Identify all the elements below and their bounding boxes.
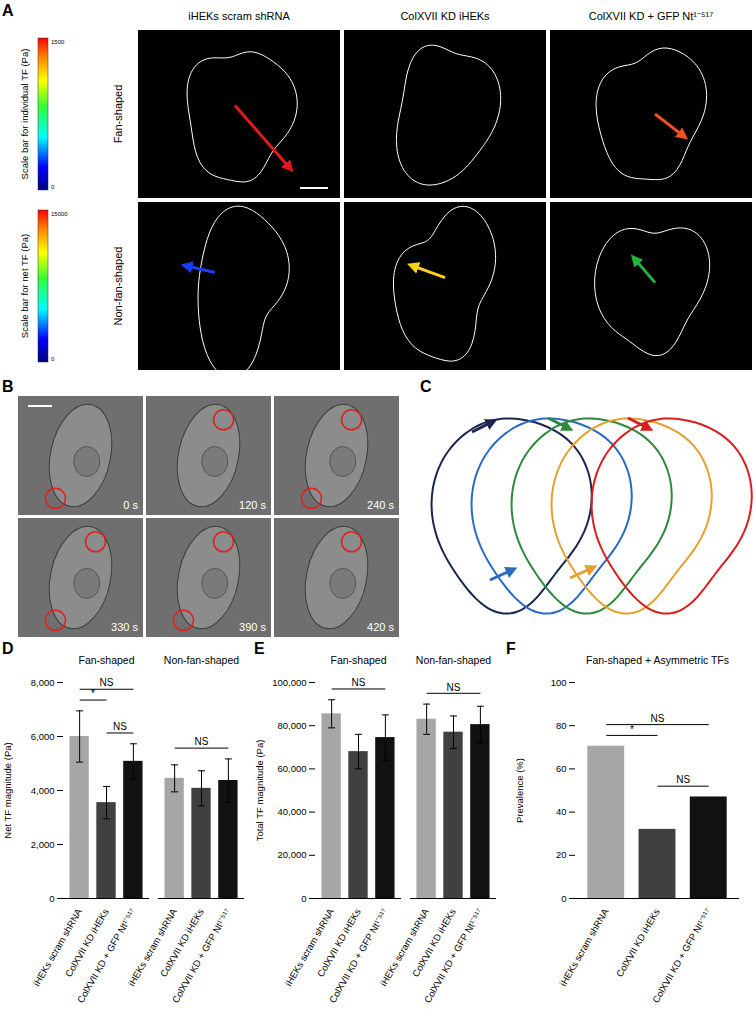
svg-text:80,000: 80,000: [277, 720, 306, 731]
svg-text:NS: NS: [447, 682, 461, 693]
svg-text:ColXVII KD iHEKs: ColXVII KD iHEKs: [314, 906, 363, 979]
svg-text:330 s: 330 s: [111, 621, 138, 633]
svg-text:Non-fan-shaped: Non-fan-shaped: [416, 654, 491, 666]
svg-text:240 s: 240 s: [367, 499, 394, 511]
svg-text:ColXVII KD iHEKs: ColXVII KD iHEKs: [409, 906, 458, 979]
html-text:F: F: [506, 640, 516, 657]
svg-text:60,000: 60,000: [277, 763, 306, 774]
html-text:D: D: [2, 640, 14, 657]
svg-text:Scale bar for individual TF (P: Scale bar for individual TF (Pa): [19, 49, 30, 180]
svg-text:NS: NS: [100, 677, 114, 688]
svg-text:Scale bar for net TF (Pa): Scale bar for net TF (Pa): [19, 234, 30, 338]
svg-text:NS: NS: [676, 774, 690, 785]
svg-text:420 s: 420 s: [367, 621, 394, 633]
svg-text:20: 20: [556, 849, 567, 860]
svg-text:iHEKs scram shRNA: iHEKs scram shRNA: [283, 906, 337, 988]
svg-text:Non-fan-shaped: Non-fan-shaped: [164, 654, 239, 666]
svg-text:4,000: 4,000: [31, 785, 55, 796]
svg-text:NS: NS: [195, 736, 209, 747]
svg-text:C: C: [420, 378, 432, 395]
svg-text:0 s: 0 s: [123, 499, 138, 511]
svg-text:ColXVII KD iHEKs: ColXVII KD iHEKs: [614, 906, 662, 978]
svg-text:iHEKs scram shRNA: iHEKs scram shRNA: [126, 906, 180, 988]
svg-text:Non-fan-shaped: Non-fan-shaped: [112, 247, 124, 326]
svg-text:*: *: [630, 724, 634, 735]
svg-text:Fan-shaped + Asymmetric TFs: Fan-shaped + Asymmetric TFs: [586, 654, 729, 666]
svg-text:2,000: 2,000: [31, 839, 55, 850]
svg-text:ColXVII KD iHEKs: ColXVII KD iHEKs: [62, 906, 111, 979]
svg-text:8,000: 8,000: [31, 677, 55, 688]
svg-text:120 s: 120 s: [239, 499, 266, 511]
svg-text:6,000: 6,000: [31, 731, 55, 742]
svg-text:Prevalence (%): Prevalence (%): [514, 758, 525, 823]
svg-text:ColXVII KD + GFP Nt¹⁻⁵¹⁷: ColXVII KD + GFP Nt¹⁻⁵¹⁷: [170, 906, 233, 1005]
svg-text:0: 0: [49, 893, 54, 904]
svg-text:NS: NS: [352, 677, 366, 688]
svg-text:0: 0: [51, 184, 55, 190]
svg-text:iHEKs scram shRNA: iHEKs scram shRNA: [188, 10, 290, 22]
svg-text:Fan-shaped: Fan-shaped: [78, 654, 134, 666]
svg-text:ColXVII KD + GFP Nt¹⁻⁵¹⁷: ColXVII KD + GFP Nt¹⁻⁵¹⁷: [75, 906, 138, 1005]
svg-text:0: 0: [51, 356, 55, 362]
svg-text:40,000: 40,000: [277, 806, 306, 817]
svg-text:ColXVII KD + GFP Nt¹⁻⁵¹⁷: ColXVII KD + GFP Nt¹⁻⁵¹⁷: [422, 906, 485, 1005]
svg-text:0: 0: [301, 893, 306, 904]
svg-text:60: 60: [556, 763, 567, 774]
html-text:E: E: [254, 640, 265, 657]
svg-text:iHEKs scram shRNA: iHEKs scram shRNA: [31, 906, 85, 988]
svg-text:ColXVII KD iHEKs: ColXVII KD iHEKs: [400, 10, 490, 22]
svg-text:ColXVII KD + GFP Nt¹⁻⁵¹⁷: ColXVII KD + GFP Nt¹⁻⁵¹⁷: [589, 10, 714, 22]
svg-text:iHEKs scram shRNA: iHEKs scram shRNA: [378, 906, 432, 988]
svg-text:NS: NS: [113, 721, 127, 732]
svg-text:NS: NS: [651, 713, 665, 724]
svg-text:Net TF magnitude (Pa): Net TF magnitude (Pa): [2, 742, 13, 838]
svg-text:Fan-shaped: Fan-shaped: [112, 85, 124, 144]
svg-text:100: 100: [551, 677, 567, 688]
svg-text:80: 80: [556, 720, 567, 731]
svg-text:Fan-shaped: Fan-shaped: [330, 654, 386, 666]
svg-text:ColXVII KD + GFP Nt¹⁻⁵¹⁷: ColXVII KD + GFP Nt¹⁻⁵¹⁷: [327, 906, 390, 1005]
svg-text:15000: 15000: [51, 211, 68, 217]
svg-text:B: B: [2, 378, 14, 395]
svg-text:A: A: [2, 2, 14, 19]
svg-text:390 s: 390 s: [239, 621, 266, 633]
svg-text:iHEKs scram shRNA: iHEKs scram shRNA: [557, 906, 611, 988]
svg-text:ColXVII KD iHEKs: ColXVII KD iHEKs: [157, 906, 206, 979]
svg-text:ColXVII KD + GFP Nt¹⁻⁵¹⁷: ColXVII KD + GFP Nt¹⁻⁵¹⁷: [650, 906, 713, 1005]
svg-text:20,000: 20,000: [277, 849, 306, 860]
svg-text:Total TF magnitude (Pa): Total TF magnitude (Pa): [254, 740, 265, 842]
svg-text:*: *: [91, 688, 95, 699]
svg-text:40: 40: [556, 806, 567, 817]
svg-text:1500: 1500: [51, 39, 65, 45]
svg-text:0: 0: [561, 893, 566, 904]
svg-text:100,000: 100,000: [272, 677, 306, 688]
